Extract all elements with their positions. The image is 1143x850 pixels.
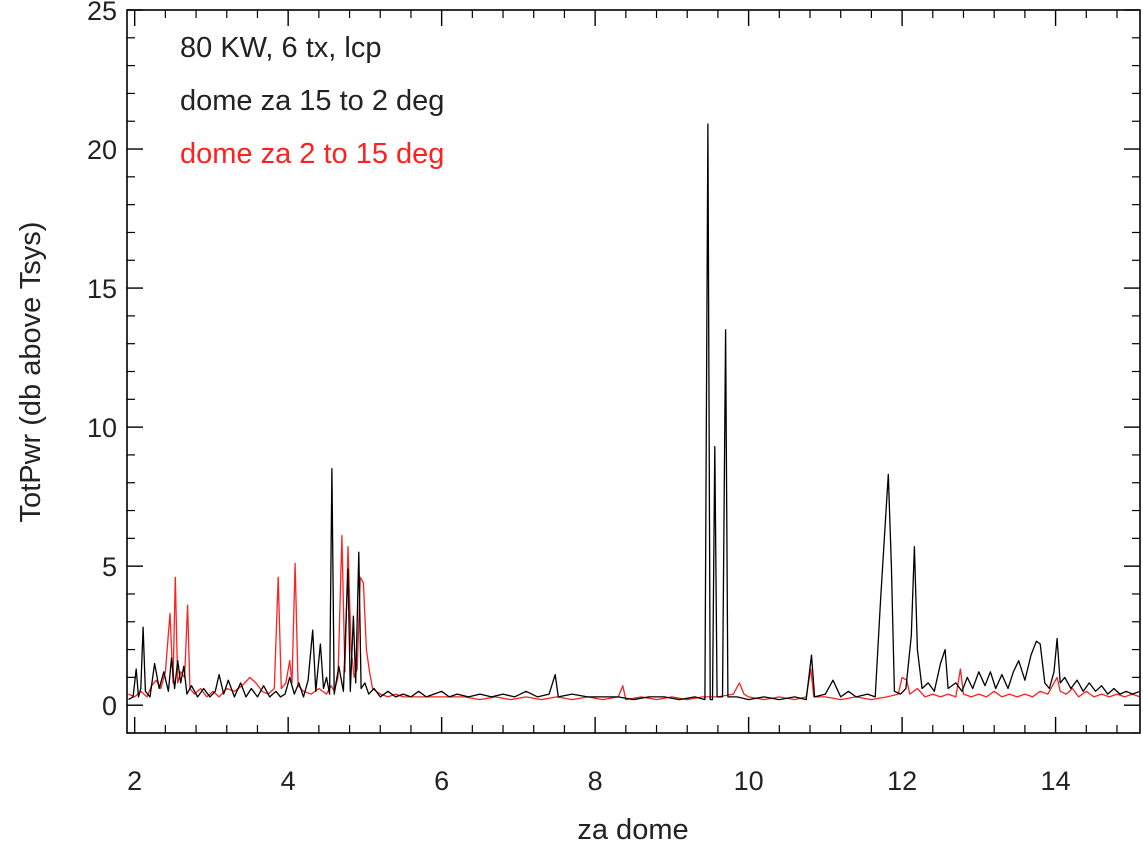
y-tick-label: 25 [87,0,117,26]
y-tick-label: 0 [102,691,117,721]
x-axis-title: za dome [577,814,688,846]
legend-series-up: dome za 2 to 15 deg [180,138,444,170]
x-tick-label: 4 [281,766,296,796]
plot-frame [126,9,1141,734]
y-tick-label: 10 [87,413,117,443]
x-tick-label: 6 [434,766,449,796]
series-line-2 [128,534,1141,701]
tick-labels: 2 4 6 8 10 12 14 0 5 10 15 20 25 [87,0,1071,796]
y-tick-label: 20 [87,135,117,165]
x-tick-label: 14 [1041,766,1071,796]
legend: 80 KW, 6 tx, lcp dome za 15 to 2 deg dom… [180,32,444,170]
series-lines [128,123,1141,701]
y-tick-label: 15 [87,274,117,304]
legend-series-down: dome za 15 to 2 deg [180,85,444,117]
x-tick-label: 2 [127,766,142,796]
x-tick-label: 12 [887,766,917,796]
y-axis-title: TotPwr (db above Tsys) [15,222,47,523]
x-tick-label: 10 [734,766,764,796]
axis-ticks [127,9,1140,734]
legend-config-text: 80 KW, 6 tx, lcp [180,32,381,64]
series-line-1 [128,123,1141,701]
y-tick-label: 5 [102,552,117,582]
x-tick-label: 8 [588,766,603,796]
